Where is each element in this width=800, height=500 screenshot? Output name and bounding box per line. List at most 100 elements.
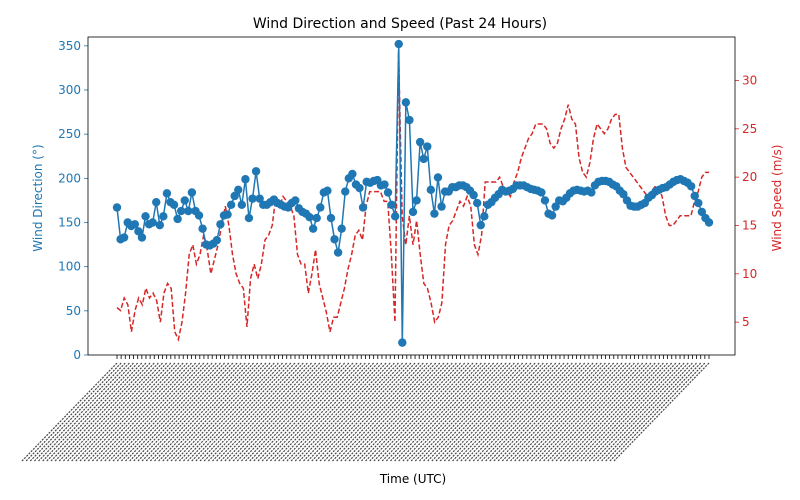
left-y-tick-label: 300: [58, 83, 81, 97]
x-tick-label-glyphs: [402, 362, 499, 462]
x-tick-label-glyphs: [67, 362, 163, 462]
x-tick-label-glyphs: [203, 362, 300, 462]
x-tick-label-glyphs: [83, 362, 180, 462]
wind-direction-point: [686, 182, 696, 191]
x-tick-label-glyphs: [269, 362, 366, 462]
wind-direction-point: [383, 188, 393, 197]
wind-direction-point: [472, 198, 482, 208]
x-tick-label-glyphs: [414, 362, 511, 462]
x-tick-label-glyphs: [25, 362, 122, 462]
x-tick-label-glyphs: [166, 362, 263, 462]
wind-direction-point: [316, 203, 325, 212]
x-tick-label-glyphs: [597, 362, 693, 462]
right-y-tick-label: 15: [742, 218, 757, 232]
left-y-tick-label: 200: [58, 171, 81, 185]
x-tick-label-glyphs: [183, 362, 279, 462]
wind-direction-point: [694, 198, 703, 208]
wind-direction-point: [348, 169, 357, 179]
x-tick-label-glyphs: [145, 362, 242, 462]
wind-direction-point: [551, 202, 560, 211]
x-tick-label-glyphs: [212, 362, 308, 462]
x-tick-label-glyphs: [580, 362, 677, 462]
x-tick-label-glyphs: [125, 362, 221, 462]
wind-direction-point: [241, 175, 250, 184]
x-tick-label-glyphs: [137, 362, 234, 462]
x-tick-label-glyphs: [530, 362, 627, 462]
x-tick-label-glyphs: [410, 362, 507, 462]
wind-direction-point: [419, 154, 428, 164]
wind-direction-point: [426, 185, 436, 195]
x-tick-label-glyphs: [510, 362, 606, 462]
x-tick-label-glyphs: [385, 362, 482, 462]
x-tick-label-glyphs: [50, 362, 147, 462]
x-tick-label-glyphs: [609, 362, 706, 462]
x-tick-label-glyphs: [592, 362, 689, 462]
x-tick-label-glyphs: [435, 362, 532, 462]
x-tick-label-glyphs: [71, 362, 168, 462]
x-tick-label-glyphs: [307, 362, 404, 462]
x-tick-label-glyphs: [418, 362, 515, 462]
x-tick-label-glyphs: [199, 362, 296, 462]
x-tick-label-glyphs: [547, 362, 644, 462]
wind-direction-point: [173, 214, 182, 224]
wind-direction-point: [130, 220, 140, 229]
x-tick-label-glyphs: [381, 362, 478, 462]
x-tick-label-glyphs: [518, 362, 615, 462]
wind-direction-point: [119, 233, 129, 242]
wind-direction-point: [690, 191, 699, 201]
x-tick-label-glyphs: [207, 362, 304, 462]
wind-direction-point: [540, 196, 550, 205]
x-tick-label-glyphs: [476, 362, 573, 462]
wind-direction-point: [323, 186, 332, 195]
wind-direction-point: [180, 196, 189, 205]
wind-direction-point: [619, 190, 628, 199]
wind-direction-point: [469, 190, 478, 200]
x-tick-label-glyphs: [58, 362, 155, 462]
x-tick-label-glyphs: [178, 362, 275, 462]
x-tick-label-glyphs: [87, 362, 184, 462]
x-tick-label-glyphs: [38, 362, 134, 462]
x-tick-label-glyphs: [220, 362, 317, 462]
x-tick-label-glyphs: [613, 362, 710, 462]
x-tick-label-glyphs: [485, 362, 582, 462]
x-tick-label-glyphs: [228, 362, 325, 462]
left-y-tick-label: 350: [58, 39, 81, 53]
x-tick-label-glyphs: [42, 362, 139, 462]
x-tick-label-glyphs: [361, 362, 457, 462]
wind-direction-point: [333, 248, 343, 257]
wind-direction-point: [337, 224, 346, 233]
x-tick-label-glyphs: [91, 362, 188, 462]
wind-direction-point: [547, 211, 557, 220]
wind-direction-point: [312, 213, 321, 223]
x-tick-label-glyphs: [555, 362, 652, 462]
wind-direction-point: [159, 212, 168, 221]
wind-direction-point: [112, 203, 122, 212]
x-tick-label-glyphs: [468, 362, 565, 462]
wind-direction-point: [308, 224, 318, 233]
right-y-tick-label: 10: [742, 267, 757, 281]
x-tick-label-glyphs: [489, 362, 586, 462]
wind-direction-point: [305, 213, 314, 222]
x-tick-label-glyphs: [79, 362, 176, 462]
x-tick-label-glyphs: [174, 362, 271, 462]
x-tick-label-glyphs: [505, 362, 602, 462]
x-tick-label-glyphs: [298, 362, 395, 462]
wind-direction-point: [355, 183, 364, 193]
x-tick-label-glyphs: [33, 362, 130, 462]
x-tick-label-glyphs: [253, 362, 350, 462]
x-tick-label-glyphs: [539, 362, 635, 462]
x-tick-label-glyphs: [315, 362, 412, 462]
x-tick-label-glyphs: [240, 362, 337, 462]
wind-direction-point: [187, 188, 197, 197]
wind-direction-point: [401, 98, 411, 107]
x-tick-label-glyphs: [601, 362, 698, 462]
x-tick-label-glyphs: [129, 362, 226, 462]
left-y-tick-label: 0: [73, 348, 81, 362]
x-tick-label-glyphs: [423, 362, 519, 462]
x-tick-label-glyphs: [559, 362, 656, 462]
wind-direction-point: [230, 191, 239, 201]
left-y-tick-label: 150: [58, 216, 81, 230]
x-tick-label-glyphs: [149, 362, 246, 462]
